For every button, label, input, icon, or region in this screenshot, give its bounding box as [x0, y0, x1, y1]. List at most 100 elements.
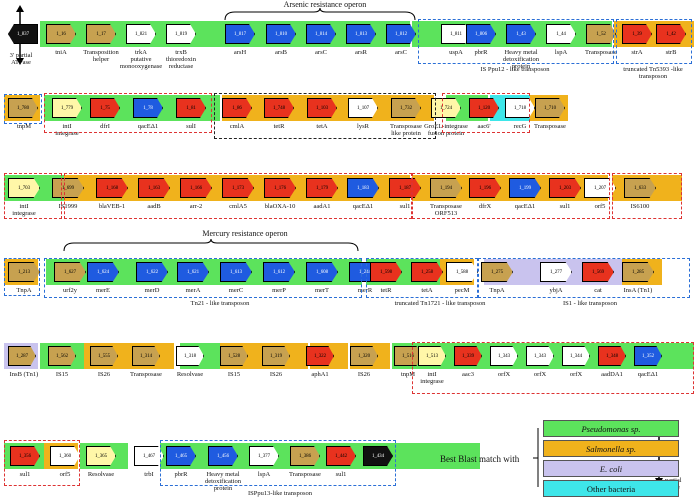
gene-id: 1_81 — [186, 105, 196, 111]
mercury-operon-title: Mercury resistance operon — [202, 229, 288, 238]
region-box — [64, 173, 412, 219]
gene-id: 1_588 — [455, 269, 468, 275]
gene-label: trbI — [144, 471, 154, 478]
gene-label: arsH — [233, 49, 247, 56]
gene-id: 1_516 — [401, 353, 414, 359]
gene-id: 1_285 — [631, 269, 644, 275]
region-box — [478, 258, 690, 298]
gene-label: IS15 — [55, 371, 69, 378]
gene-1-344: 1_344 — [562, 346, 590, 366]
gene-1-608: 1_608 — [306, 262, 338, 282]
gene-label: Transposase — [130, 371, 162, 378]
arsenic-operon-title: Arsenic resistance operon — [283, 0, 367, 9]
gene-id: 1_814 — [314, 31, 327, 37]
region-box — [442, 93, 530, 133]
gene-id: 1_343 — [533, 353, 546, 359]
gene-id: 1_17 — [96, 31, 106, 37]
gene-1-42: 1_42 — [656, 24, 686, 44]
gene-label: merE — [95, 287, 111, 294]
gene-label: arsR — [355, 49, 367, 56]
gene-id: 1_244 — [358, 269, 371, 275]
gene-label: tetR — [273, 123, 285, 130]
gene-id: 1_352 — [641, 353, 654, 359]
gene-label: intI integrase — [420, 371, 444, 385]
gene-id: 1_465 — [174, 453, 187, 459]
gene-id: 1_562 — [55, 353, 68, 359]
gene-1-821: 1_821 — [126, 24, 156, 44]
gene-id: 1_183 — [356, 185, 369, 191]
gene-1-780: 1_780 — [8, 98, 38, 118]
gene-label: intI integrase — [12, 203, 36, 217]
gene-id: 1_633 — [633, 185, 646, 191]
gene-id: 1_42 — [666, 31, 676, 37]
gene-id: 1_748 — [272, 105, 285, 111]
gene-id: 1_166 — [189, 185, 202, 191]
gene-1-817: 1_817 — [225, 24, 255, 44]
gene-label: aadA1 — [313, 203, 331, 210]
gene-1-258: 1_258 — [411, 262, 443, 282]
gene-1-322: 1_322 — [306, 346, 334, 366]
gene-label: IS26 — [357, 371, 371, 378]
gene-label: Heavy metal detoxification protein — [204, 471, 242, 492]
gene-id: 1_107 — [356, 105, 369, 111]
legend-item: Other bacteria — [543, 480, 679, 497]
gene-label: IS1999 — [58, 203, 78, 210]
gene-1-465: 1_465 — [166, 446, 196, 466]
gene-label: aac3 — [462, 371, 474, 378]
transposon-group-label: IS1 - like transposon — [563, 300, 617, 307]
gene-label: IS6100 — [630, 203, 650, 210]
gene-id: 1_277 — [549, 269, 562, 275]
gene-id: 1_467 — [142, 453, 155, 459]
gene-id: 1_173 — [231, 185, 244, 191]
gene-1-806: 1_806 — [466, 24, 496, 44]
transposon-group-label: truncated Tn5393 -like transposon — [623, 66, 683, 80]
region-box — [4, 258, 40, 296]
top-end-arrowhead-down — [16, 58, 24, 65]
gene-id: 1_812 — [394, 31, 407, 37]
region-box — [44, 93, 212, 133]
gene-id: 1_39 — [632, 31, 642, 37]
transposon-group-label: Tn21 - like transposon — [190, 300, 250, 307]
gene-1-621: 1_621 — [177, 262, 209, 282]
gene-label: pecM — [454, 287, 470, 294]
region-box — [616, 19, 692, 64]
region-box — [160, 440, 396, 486]
gene-label: trkA putative monooxygenase — [119, 49, 163, 70]
gene-label: qacEΔ1 — [137, 123, 159, 130]
gene-1-748: 1_748 — [264, 98, 294, 118]
gene-label: sulI — [186, 123, 196, 130]
gene-id: 1_258 — [420, 269, 433, 275]
gene-label: merD — [144, 287, 160, 294]
gene-id: 1_817 — [233, 31, 246, 37]
gene-label: merT — [314, 287, 330, 294]
gene-label: lspA — [554, 49, 568, 56]
region-box — [4, 440, 80, 486]
gene-label: aphA1 — [311, 371, 329, 378]
gene-id: 1_43 — [516, 31, 526, 37]
gene-id: 1_318 — [183, 353, 196, 359]
gene-id: 1_356 — [18, 453, 31, 459]
gene-label: qacEΔ1 — [352, 203, 374, 210]
gene-1-163: 1_163 — [138, 178, 170, 198]
gene-1-39: 1_39 — [622, 24, 652, 44]
gene-id: 1_179 — [315, 185, 328, 191]
top-end-arrowhead-up — [16, 5, 24, 12]
gene-label: merR — [357, 287, 373, 294]
gene-id: 1_207 — [593, 185, 606, 191]
gene-id: 1_203 — [558, 185, 571, 191]
gene-id: 1_780 — [16, 105, 29, 111]
gene-1-812: 1_812 — [386, 24, 416, 44]
gene-label: aadDA1 — [601, 371, 623, 378]
gene-id: 1_622 — [145, 269, 158, 275]
gene-label: lspA — [257, 471, 271, 478]
gene-1-819: 1_819 — [166, 24, 196, 44]
gene-id: 1_555 — [97, 353, 110, 359]
gene-1-699: 1_699 — [52, 178, 84, 198]
gene-id: 1_168 — [105, 185, 118, 191]
gene-label: InsA (Tn1) — [623, 287, 653, 294]
gene-id: 1_52 — [596, 31, 606, 37]
gene-1-598: 1_598 — [370, 262, 402, 282]
gene-1-724: 1_724 — [431, 98, 461, 118]
gene-label: Resolvase — [87, 471, 115, 478]
gene-label: orfX — [533, 371, 547, 378]
